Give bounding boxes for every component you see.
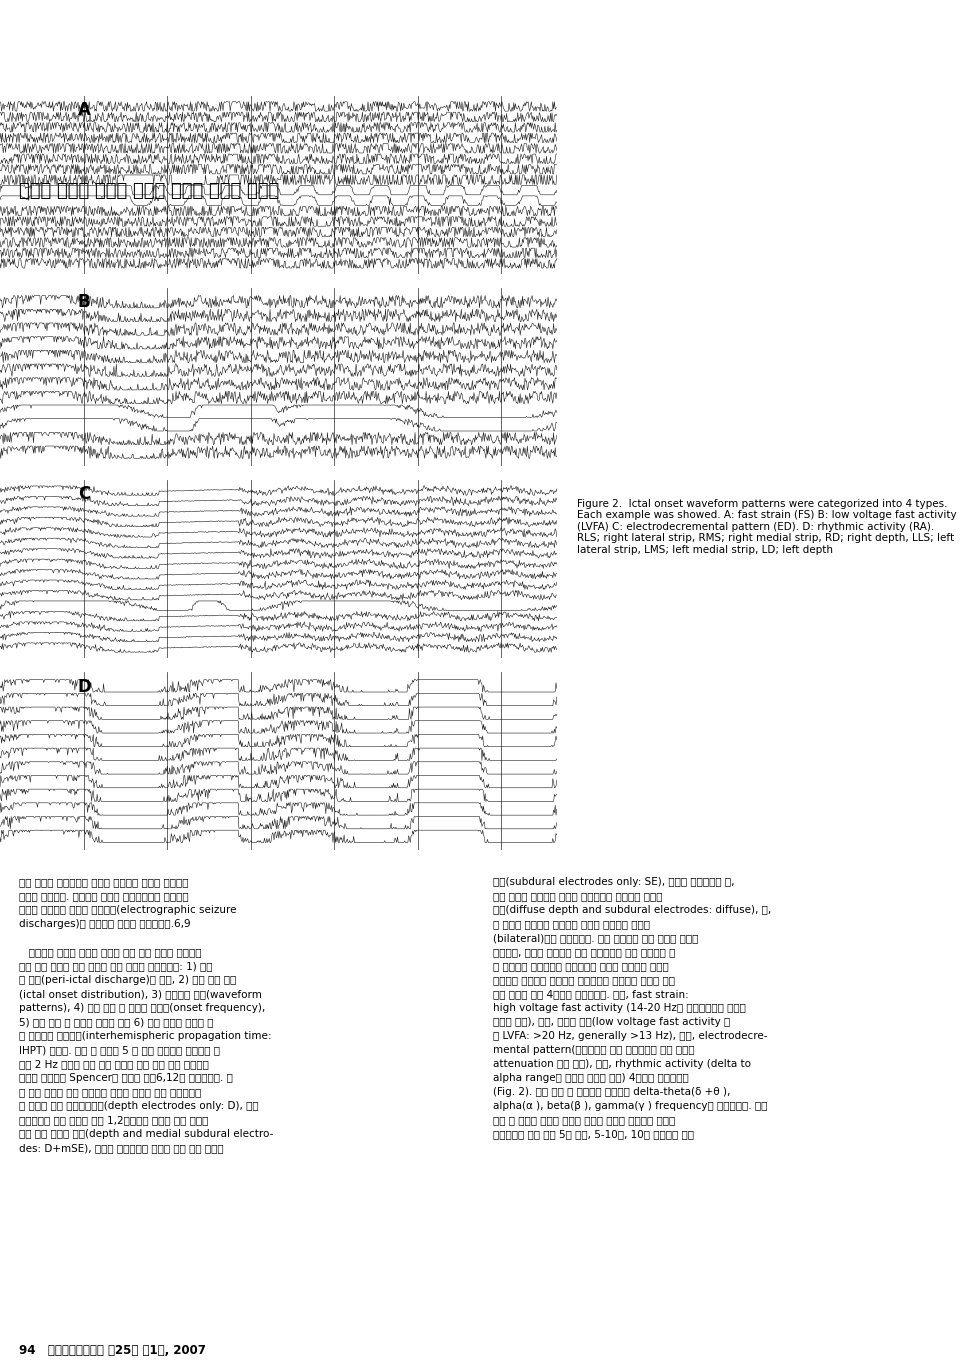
Text: 94   대한신경과학회지 제25권 제1호, 2007: 94 대한신경과학회지 제25권 제1호, 2007 [19, 1345, 206, 1357]
Text: Figure 2.  Ictal onset waveform patterns were categorized into 4 types.  Each ex: Figure 2. Ictal onset waveform patterns … [577, 499, 956, 555]
Text: D: D [78, 677, 92, 695]
Text: 적인 발작이 발생하거나 동시에 임상적인 발작이 시작되는
것으로 정하였다. 준임상적 발작은 주관적이거나 객관적인
행동의 변화없이 뇌파상 발작전위(: 적인 발작이 발생하거나 동시에 임상적인 발작이 시작되는 것으로 정하였다.… [19, 877, 274, 1153]
Text: 이은미 이정교 홍석호 이상암 김지현 김인정 강종구: 이은미 이정교 홍석호 이상암 김지현 김인정 강종구 [19, 182, 279, 200]
Text: C: C [78, 485, 90, 503]
Text: B: B [78, 293, 90, 311]
Text: A: A [78, 101, 91, 119]
Text: 전극(subdural electrodes only: SE), 일측의 심부전극과 내,
외측 경막하 전극에서 동시에 광범위하게 관찰되는 미만성
분포: 전극(subdural electrodes only: SE), 일측의 심부… [493, 877, 772, 1139]
